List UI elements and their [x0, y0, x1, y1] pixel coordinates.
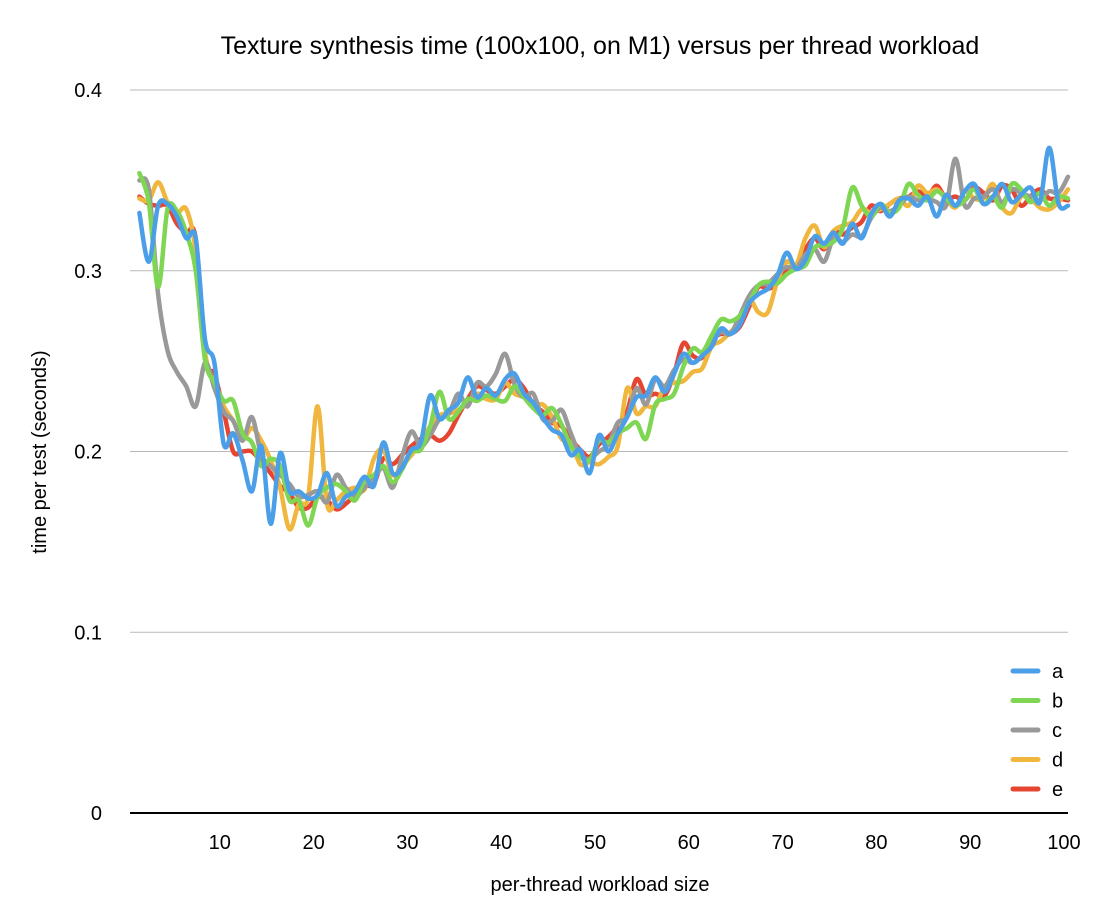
x-tick-label: 90 — [959, 832, 981, 854]
x-tick-label: 60 — [678, 832, 700, 854]
legend-label-a: a — [1052, 661, 1064, 683]
y-tick-label: 0.2 — [74, 442, 102, 464]
x-tick-label: 40 — [490, 832, 512, 854]
x-tick-label: 70 — [771, 832, 793, 854]
legend-label-b: b — [1052, 691, 1063, 713]
x-axis-label: per-thread workload size — [491, 874, 710, 896]
axes: 0 0.1 0.2 0.3 0.4 10 20 30 40 50 60 70 80 90 100 — [74, 80, 1081, 854]
series-lines — [137, 145, 1071, 532]
x-tick-label: 20 — [302, 832, 324, 854]
y-axis-label: time per test (seconds) — [29, 350, 51, 553]
x-tick-label: 30 — [396, 832, 418, 854]
legend-label-d: d — [1052, 750, 1063, 772]
y-tick-label: 0.1 — [74, 622, 102, 644]
x-tick-label: 100 — [1047, 832, 1080, 854]
y-tick-label: 0.3 — [74, 261, 102, 283]
chart-title: Texture synthesis time (100x100, on M1) … — [221, 32, 980, 60]
legend-label-e: e — [1052, 779, 1063, 801]
y-tick-label: 0.4 — [74, 80, 102, 102]
x-tick-label: 50 — [584, 832, 606, 854]
legend-label-c: c — [1052, 720, 1062, 742]
x-tick-label: 10 — [209, 832, 231, 854]
gridlines — [130, 89, 1068, 633]
x-tick-label: 80 — [865, 832, 887, 854]
series-line-c — [137, 156, 1071, 505]
series-line-b — [137, 170, 1071, 528]
series-line-a — [137, 145, 1071, 527]
y-tick-label: 0 — [91, 803, 102, 825]
